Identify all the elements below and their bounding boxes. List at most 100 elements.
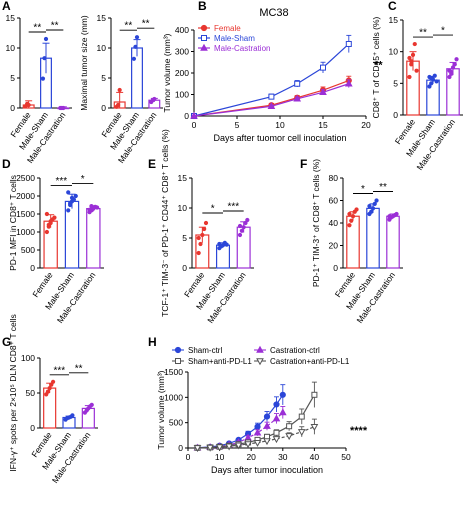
data-point [454,57,459,62]
y-tick-label: 0 [101,103,106,113]
y-tick-label: 5 [101,73,106,83]
bar [386,215,400,269]
data-point [73,193,78,199]
y-tick-label: 1000 [16,227,35,237]
chart-title: MC38 [259,7,288,19]
data-point [91,206,96,211]
data-point [349,218,354,223]
significance-label: * [81,174,85,185]
series-marker [273,429,280,436]
x-axis-label: Days after tuomor cell inoculation [213,133,346,143]
data-point [202,226,207,232]
data-point [432,73,437,78]
y-tick-label: 5 [10,73,15,83]
significance-label: *** [55,176,67,187]
data-point [66,208,71,213]
series-marker [263,413,271,420]
series-marker [190,111,198,119]
panel-label: E [148,157,156,171]
data-point [447,74,452,80]
data-point [429,76,434,81]
y-tick-label: 2500 [16,173,35,183]
y-axis-label: Maximal tumor size (mm) [79,15,89,111]
data-point [429,81,434,86]
series-marker [253,439,262,447]
y-tick-label: 0 [333,263,338,273]
data-point [450,65,456,70]
significance-label: ** [419,28,427,39]
significance-label: ** [33,23,41,34]
legend-label: Castration+anti-PD-L1 [270,357,350,366]
data-point [239,228,244,233]
data-point [374,198,379,203]
y-tick-label: 10 [389,47,399,57]
legend-label: Male-Castration [214,44,270,53]
y-tick-label: 10 [6,43,16,53]
series-marker [286,423,293,430]
data-point [47,386,52,391]
chart-f: F 0 20 40 60 80 PD-1⁺ TIM-3⁺ of CD8⁺ T cells (… [300,157,403,325]
data-point [196,235,201,241]
data-point [434,79,439,84]
data-point [245,217,250,223]
significance-label: ** [142,19,150,30]
y-tick-label: 0 [30,423,35,433]
series-marker [272,436,281,444]
series-marker [344,79,353,87]
panel-label: D [2,157,11,171]
series-marker [310,424,319,431]
series-marker [263,421,271,429]
data-point [43,36,49,42]
bar [366,207,380,269]
data-point [44,211,49,217]
significance-label: ** [51,21,59,32]
data-point [452,62,457,67]
x-axis-label: Days after tumor inoculation [211,465,323,475]
x-tick-label: 15 [318,120,328,130]
data-point [372,201,377,206]
panel-label: B [198,0,207,13]
x-tick-label: 10 [215,452,225,462]
data-point [152,96,157,102]
series-marker [256,358,264,366]
x-tick-label: 10 [275,120,285,130]
y-tick-label: 15 [389,15,399,25]
data-point [414,68,419,73]
y-tick-label: 0 [184,111,189,121]
y-tick-label: 40 [329,218,339,228]
data-point [217,241,222,247]
y-tick-label: 1500 [164,367,183,377]
data-point [237,232,243,238]
x-tick-label: 0 [192,120,197,130]
y-tick-label: 10 [178,203,188,213]
y-tick-label: 10 [97,43,107,53]
y-tick-label: 60 [329,196,339,206]
data-point [133,44,138,49]
y-tick-label: 400 [175,25,189,35]
x-tick-label: 20 [246,452,256,462]
series-marker [311,391,318,398]
legend-label: Castration-ctrl [270,346,320,355]
data-point [241,225,246,230]
significance-label: ** [75,363,83,374]
significance-label: *** [227,202,239,213]
series-marker [297,429,306,437]
series-marker [298,413,305,420]
data-point [87,207,92,212]
x-tick-label: 0 [186,452,191,462]
significance-label: *** [53,365,65,376]
legend-label: Sham+anti-PD-L1 [188,357,252,366]
series-marker [319,88,327,96]
series-marker [244,441,252,449]
significance-label: ** [124,21,132,32]
data-point [407,74,412,80]
series-marker [215,444,224,452]
data-point [447,68,452,73]
data-point [42,56,47,61]
bar [86,208,101,269]
y-tick-label: 15 [178,173,188,183]
y-tick-label: 20 [329,241,339,251]
y-tick-label: 0 [182,263,187,273]
